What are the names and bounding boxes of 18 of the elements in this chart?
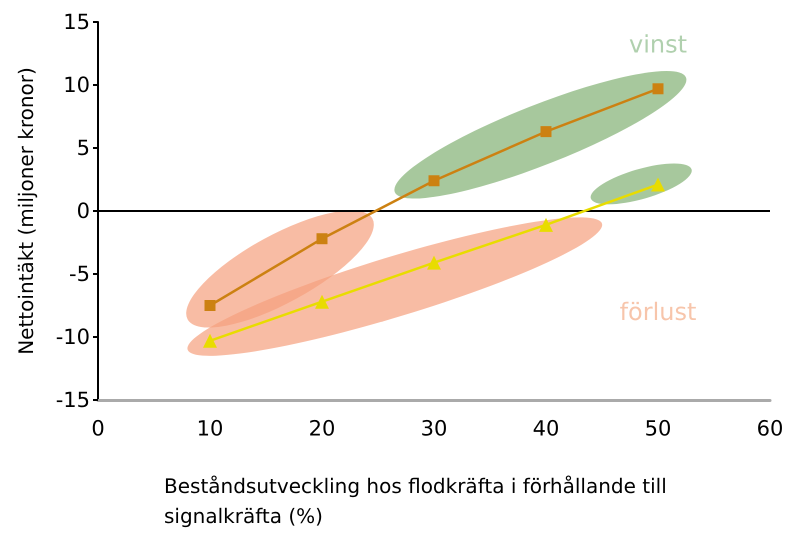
y-tick-label: -5 (69, 262, 90, 286)
annotation: vinst (629, 30, 687, 59)
x-tick-label: 30 (420, 416, 448, 440)
y-tick-label: -15 (56, 388, 90, 412)
x-tick-label: 0 (91, 416, 105, 440)
annotation: förlust (620, 298, 696, 326)
y-tick-label: 5 (76, 136, 90, 160)
y-tick-label: 10 (63, 73, 90, 97)
y-tick-label: -10 (56, 325, 90, 349)
y-axis-title: Nettointäkt (miljoner kronor) (14, 67, 38, 355)
x-axis-title: Beståndsutveckling hos flodkräfta i förhållande till signalkräfta (%) (164, 474, 674, 528)
x-tick-label: 20 (308, 416, 336, 440)
x-tick-label: 40 (532, 416, 560, 440)
x-tick-label: 60 (756, 416, 784, 440)
x-tick-label: 50 (644, 416, 672, 440)
y-tick-label: 15 (63, 10, 90, 34)
x-tick-label: 10 (196, 416, 224, 440)
y-tick-label: 0 (76, 199, 90, 223)
